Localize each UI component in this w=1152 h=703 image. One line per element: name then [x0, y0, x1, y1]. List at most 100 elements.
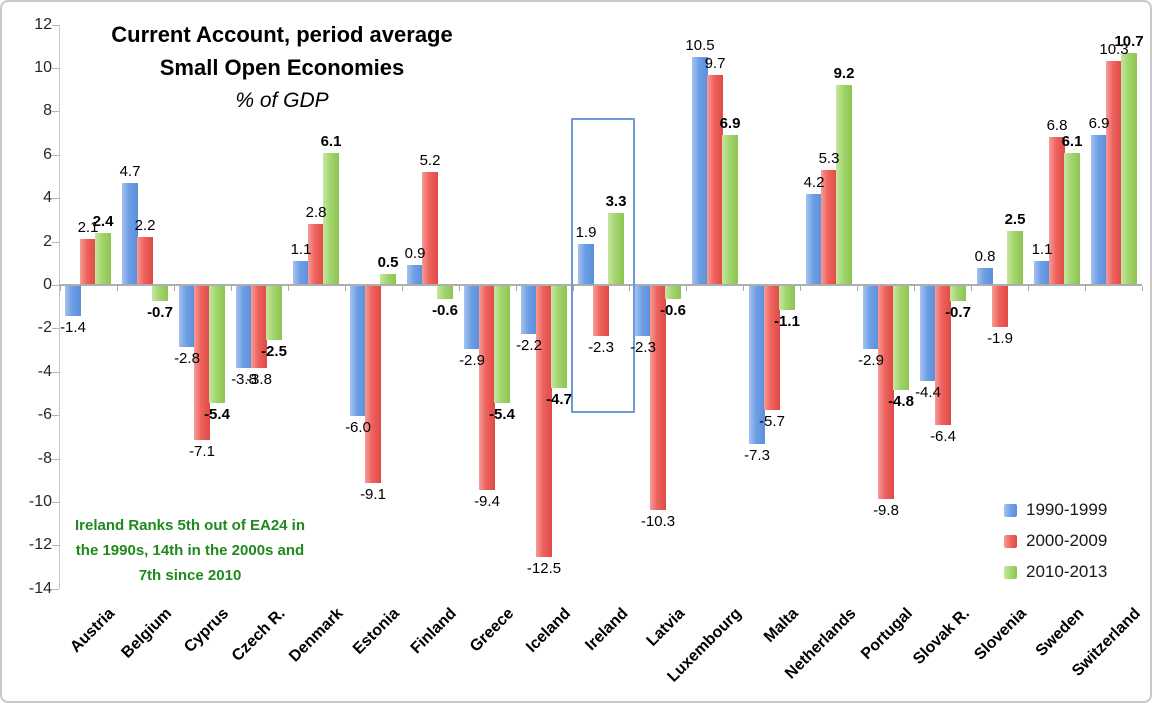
bar-value-label: -0.7: [147, 304, 173, 321]
bar-2000-2009: [308, 224, 324, 285]
bar-value-label: -2.9: [858, 352, 884, 369]
y-axis-tickmark: [52, 459, 59, 460]
annotation-text: Ireland Ranks 5th out of EA24 in the 199…: [62, 513, 318, 588]
y-axis-tickmark: [52, 589, 59, 590]
y-tick-label: -14: [28, 580, 52, 597]
bar-2000-2009: [251, 286, 267, 368]
x-axis-label-czech-r-: Czech R.: [229, 605, 290, 665]
y-axis-line: [59, 24, 60, 589]
bar-value-label: 0.8: [974, 248, 996, 265]
bar-value-label: -0.6: [432, 302, 458, 319]
bar-1990-1999: [749, 286, 765, 444]
legend-label: 1990-1999: [1026, 500, 1108, 519]
category-tickmark: [800, 286, 801, 291]
category-tickmark: [1028, 286, 1029, 291]
bar-value-label: -7.3: [744, 447, 770, 464]
y-axis-tickmark: [52, 68, 59, 69]
bar-1990-1999: [806, 194, 822, 285]
bar-2000-2009: [707, 75, 723, 285]
x-axis-label-latvia: Latvia: [643, 605, 689, 650]
y-tick-label: 8: [43, 102, 52, 119]
ireland-highlight-box: [571, 118, 635, 413]
category-tickmark: [857, 286, 858, 291]
bar-value-label: -0.7: [945, 304, 971, 321]
legend-swatch-icon: [1004, 565, 1017, 579]
bar-2010-2013: [266, 286, 282, 340]
chart-units-label: % of GDP: [235, 89, 329, 112]
bar-value-label: -0.6: [660, 302, 686, 319]
category-tickmark: [686, 286, 687, 291]
bar-1990-1999: [863, 286, 879, 349]
bar-1990-1999: [236, 286, 252, 368]
bar-value-label: -9.8: [873, 502, 899, 519]
y-tick-label: -6: [37, 406, 52, 423]
bar-2010-2013: [95, 233, 111, 285]
bar-2010-2013: [893, 286, 909, 390]
y-axis-tickmark: [52, 545, 59, 546]
chart-title-block: Current Account, period average Small Op…: [80, 18, 484, 117]
bar-value-label: 6.9: [1088, 115, 1110, 132]
bar-value-label: -5.7: [759, 413, 785, 430]
bar-1990-1999: [122, 183, 138, 285]
y-tick-label: 10: [34, 59, 52, 76]
bar-value-label: -1.1: [774, 313, 800, 330]
category-tickmark: [1142, 286, 1143, 291]
bar-2010-2013: [551, 286, 567, 388]
bar-2000-2009: [1106, 61, 1122, 285]
category-tickmark: [573, 286, 574, 291]
y-tick-label: -12: [28, 536, 52, 553]
bar-value-label: -10.3: [640, 513, 676, 530]
bar-1990-1999: [293, 261, 309, 285]
y-tick-label: 6: [43, 146, 52, 163]
legend-item: 2010-2013: [1004, 562, 1107, 581]
y-axis-tickmark: [52, 415, 59, 416]
bar-1990-1999: [521, 286, 537, 334]
bar-1990-1999: [65, 286, 81, 316]
bar-2000-2009: [650, 286, 666, 510]
x-axis-label-slovak-r-: Slovak R.: [910, 605, 974, 668]
x-axis-label-sweden: Sweden: [1032, 605, 1088, 660]
bar-value-label: 2.8: [305, 204, 327, 221]
bar-2000-2009: [536, 286, 552, 557]
bar-value-label: -2.3: [630, 339, 656, 356]
category-tickmark: [345, 286, 346, 291]
bar-value-label: -6.4: [930, 428, 956, 445]
y-axis-tickmark: [52, 328, 59, 329]
bar-2000-2009: [764, 286, 780, 410]
category-tickmark: [174, 286, 175, 291]
legend-item: 2000-2009: [1004, 531, 1107, 550]
legend-item: 1990-1999: [1004, 500, 1108, 519]
bar-value-label: 1.1: [1031, 241, 1053, 258]
x-axis-label-ireland: Ireland: [581, 605, 632, 655]
bar-2000-2009: [137, 237, 153, 285]
category-tickmark: [516, 286, 517, 291]
bar-2010-2013: [722, 135, 738, 285]
y-tick-label: -8: [37, 450, 52, 467]
bar-value-label: 9.2: [833, 65, 855, 82]
bar-1990-1999: [578, 244, 594, 285]
bar-2010-2013: [152, 286, 168, 301]
bar-2010-2013: [437, 286, 453, 299]
bar-2010-2013: [608, 213, 624, 285]
bar-value-label: -7.1: [189, 443, 215, 460]
bar-value-label: 0.9: [404, 245, 426, 262]
bar-value-label: -2.3: [588, 339, 614, 356]
bar-value-label: -1.4: [60, 319, 86, 336]
bar-value-label: -2.9: [459, 352, 485, 369]
category-tickmark: [402, 286, 403, 291]
bar-value-label: -12.5: [526, 560, 562, 577]
legend-swatch-icon: [1004, 503, 1017, 517]
y-tick-label: 2: [43, 233, 52, 250]
bar-value-label: 4.2: [803, 174, 825, 191]
bar-value-label: 2.5: [1004, 211, 1026, 228]
bar-2010-2013: [836, 85, 852, 285]
bar-1990-1999: [350, 286, 366, 416]
annotation-line2: the 1990s, 14th in the 2000s and: [75, 542, 305, 559]
bar-1990-1999: [692, 57, 708, 285]
bar-value-label: -2.5: [261, 343, 287, 360]
bar-value-label: 2.4: [92, 213, 114, 230]
x-axis-label-finland: Finland: [407, 605, 461, 658]
category-tickmark: [60, 286, 61, 291]
bar-value-label: 2.2: [134, 217, 156, 234]
